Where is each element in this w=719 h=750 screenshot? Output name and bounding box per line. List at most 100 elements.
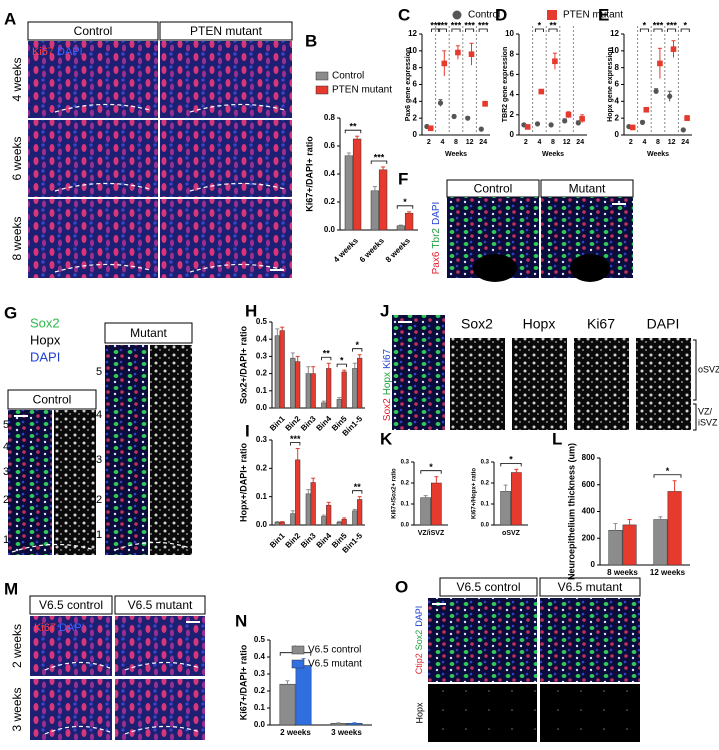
y-tick-label: 0.3 — [401, 460, 410, 466]
significance-bracket — [437, 28, 447, 32]
bracket — [693, 403, 697, 431]
point — [478, 126, 484, 132]
y-tick-label: 0.8 — [324, 113, 336, 122]
y-axis-label: Sox2+/DAPI+ ratio — [238, 325, 248, 404]
y-axis-label: Hopx gene expression — [607, 47, 614, 122]
panel-letter: L — [552, 429, 562, 448]
stain-name: Pax6 — [431, 251, 442, 274]
bin-label: 3 — [3, 466, 9, 478]
header-box — [7, 389, 97, 410]
panel-letter: B — [305, 31, 317, 50]
point — [667, 93, 673, 99]
column-header: Mutant — [569, 182, 606, 196]
legend-marker — [315, 71, 329, 81]
y-tick-label: 4 — [615, 96, 620, 105]
column-header: Control — [33, 393, 72, 407]
row-label: 8 weeks — [10, 216, 24, 260]
significance-bracket — [680, 28, 690, 32]
x-tick-label: 8 — [551, 139, 555, 146]
y-tick-label: 0 — [591, 560, 596, 569]
significance-bracket — [336, 363, 347, 368]
bar — [305, 493, 311, 526]
row-label: Hopx — [414, 702, 424, 724]
significance-bracket — [653, 28, 663, 32]
y-axis-label: Ki67+/DAPI+ ratio — [238, 644, 248, 720]
significance-label: *** — [653, 20, 664, 30]
significance-label: * — [429, 462, 433, 472]
boundary — [11, 543, 96, 553]
point — [579, 116, 585, 122]
zone-label: oSVZ — [698, 364, 719, 374]
y-tick-label: 0.2 — [481, 481, 490, 487]
y-tick-label: 10 — [408, 46, 417, 55]
y-axis-label: Ki67+/Hopx+ ratio — [472, 468, 478, 519]
micrograph — [30, 679, 112, 740]
x-tick-label: 2 — [427, 139, 431, 146]
ventricle — [473, 254, 517, 282]
point — [653, 88, 659, 94]
bar — [344, 155, 354, 231]
point — [680, 127, 686, 133]
panel-letter: O — [395, 577, 408, 596]
panel-letter: G — [4, 303, 17, 322]
stain-name: DAPI — [59, 622, 85, 634]
column-header: Ki67 — [587, 316, 615, 332]
row-label: 6 weeks — [10, 136, 24, 180]
x-tick-label: 2 weeks — [280, 728, 311, 737]
significance-label: *** — [464, 20, 475, 30]
y-tick-label: 0.0 — [324, 225, 336, 234]
y-tick-label: 0.4 — [254, 652, 266, 661]
y-axis-label: TBR2 gene expression — [502, 47, 509, 122]
bar — [431, 482, 442, 526]
micrograph — [450, 338, 505, 430]
bar — [290, 357, 296, 409]
bar — [274, 521, 280, 526]
micrograph — [392, 315, 445, 430]
significance-label: *** — [666, 20, 677, 30]
column-header: Control — [74, 24, 113, 38]
stain-label: Ki67 DAPI — [34, 622, 85, 634]
y-tick-label: 0 — [510, 130, 515, 139]
point — [465, 115, 471, 121]
header-box — [27, 21, 159, 41]
micrograph — [115, 679, 205, 740]
x-tick-label: oSVZ — [502, 530, 521, 537]
x-tick-label: 24 — [479, 139, 487, 146]
y-tick-label: 6 — [413, 80, 418, 89]
significance-label: * — [538, 20, 542, 30]
x-tick-label: 8 weeks — [384, 236, 412, 264]
bar — [279, 683, 296, 726]
bin-label: 1 — [96, 529, 102, 541]
y-tick-label: 0.6 — [324, 141, 336, 150]
significance-bracket — [451, 28, 461, 32]
bar — [330, 723, 347, 726]
stain-name: DAPI — [414, 606, 424, 627]
point — [455, 49, 461, 56]
y-tick-label: 12 — [408, 29, 417, 38]
point — [565, 112, 572, 118]
panel-letter: F — [398, 169, 408, 188]
micrograph — [115, 616, 205, 676]
stain-name: DAPI — [30, 349, 60, 364]
bar — [305, 373, 311, 409]
significance-label: *** — [451, 20, 462, 30]
y-tick-label: 400 — [582, 507, 596, 516]
significance-label: * — [403, 197, 407, 207]
bin-label: 2 — [3, 494, 9, 506]
panel-letter: E — [598, 5, 609, 24]
significance-label: * — [666, 466, 670, 476]
stain-name: Ki67 — [32, 46, 54, 58]
bin-label: 5 — [96, 366, 102, 378]
y-tick-label: 10 — [610, 46, 619, 55]
bar — [310, 373, 316, 409]
micrograph — [540, 598, 640, 682]
x-tick-label: Bin1 — [268, 414, 287, 433]
significance-label: * — [643, 20, 647, 30]
bar — [341, 371, 347, 409]
bin-label: 3 — [96, 454, 102, 466]
y-tick-label: 8 — [615, 63, 620, 72]
significance-bracket — [352, 348, 363, 352]
micrograph — [574, 338, 629, 430]
stain-name: Hopx — [30, 332, 61, 347]
panel-letter: K — [380, 429, 393, 448]
